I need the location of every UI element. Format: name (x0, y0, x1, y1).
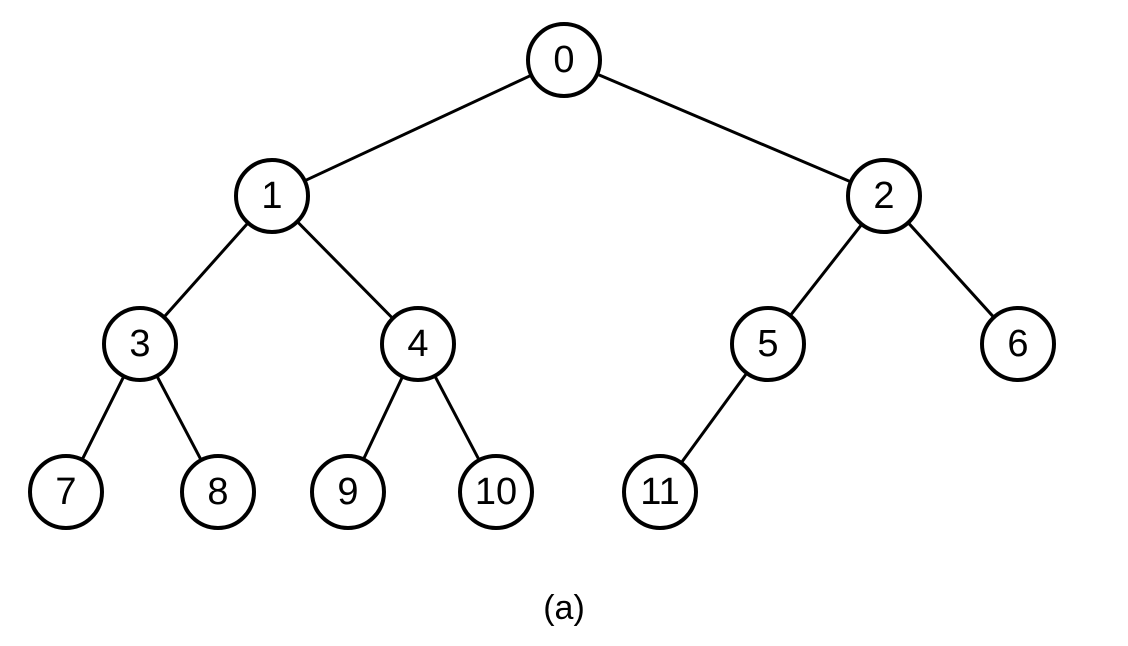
tree-node-label: 7 (55, 471, 76, 513)
tree-edge (363, 377, 402, 460)
tree-node-label: 2 (873, 175, 894, 217)
tree-node: 9 (312, 456, 384, 528)
tree-node-label: 3 (129, 323, 150, 365)
tree-node-label: 10 (475, 471, 517, 513)
tree-node-label: 9 (337, 471, 358, 513)
tree-edge (164, 223, 248, 317)
tree-node-label: 8 (207, 471, 228, 513)
tree-node: 8 (182, 456, 254, 528)
tree-edge (597, 74, 851, 182)
tree-node: 6 (982, 308, 1054, 380)
tree-node: 10 (460, 456, 532, 528)
tree-node: 2 (848, 160, 920, 232)
tree-edge (435, 376, 479, 460)
nodes-layer: 0 1 2 3 4 5 6 7 8 9 10 11 (30, 24, 1054, 528)
tree-node: 11 (624, 456, 696, 528)
tree-node: 7 (30, 456, 102, 528)
tree-node-label: 11 (640, 471, 679, 513)
tree-node: 0 (528, 24, 600, 96)
tree-edge (305, 75, 532, 181)
tree-node-label: 0 (553, 39, 574, 81)
tree-node: 3 (104, 308, 176, 380)
tree-edge (790, 224, 862, 315)
tree-edge (297, 222, 392, 319)
tree-node: 5 (732, 308, 804, 380)
tree-node-label: 1 (261, 175, 282, 217)
tree-node: 4 (382, 308, 454, 380)
tree-node-label: 6 (1007, 323, 1028, 365)
tree-node: 1 (236, 160, 308, 232)
tree-edge (82, 376, 124, 460)
tree-node-label: 5 (757, 323, 778, 365)
tree-node-label: 4 (407, 323, 428, 365)
tree-edge (681, 373, 747, 463)
tree-diagram: 0 1 2 3 4 5 6 7 8 9 10 11 (a) (0, 0, 1128, 646)
diagram-caption: (a) (543, 589, 585, 627)
tree-edge (908, 223, 994, 318)
tree-edge (157, 376, 201, 460)
edges-layer (82, 74, 994, 463)
